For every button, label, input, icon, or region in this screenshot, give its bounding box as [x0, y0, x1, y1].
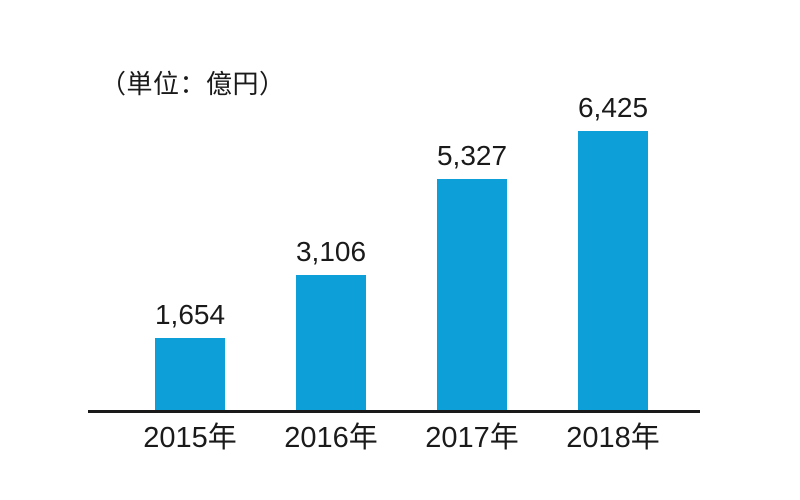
- bar-group-2017: 5,327: [436, 140, 508, 410]
- bar-2016: [296, 275, 366, 410]
- bar-group-2015: 1,654: [154, 299, 226, 410]
- unit-annotation-label: （単位：億円）: [100, 69, 286, 99]
- bar-2018: [578, 131, 648, 410]
- x-axis-label-2018: 2018年: [566, 422, 660, 454]
- bar-value-label-2015: 1,654: [154, 299, 226, 331]
- bar-value-label-2018: 6,425: [577, 92, 649, 124]
- bar-group-2016: 3,106: [295, 236, 367, 410]
- x-axis-label-2017: 2017年: [425, 422, 519, 454]
- bar-2015: [155, 338, 225, 410]
- bar-value-label-2017: 5,327: [436, 140, 508, 172]
- x-axis-line: [88, 410, 700, 413]
- bar-value-label-2016: 3,106: [295, 236, 367, 268]
- x-axis-label-2015: 2015年: [143, 422, 237, 454]
- x-axis-label-2016: 2016年: [284, 422, 378, 454]
- bar-2017: [437, 179, 507, 410]
- bar-group-2018: 6,425: [577, 92, 649, 410]
